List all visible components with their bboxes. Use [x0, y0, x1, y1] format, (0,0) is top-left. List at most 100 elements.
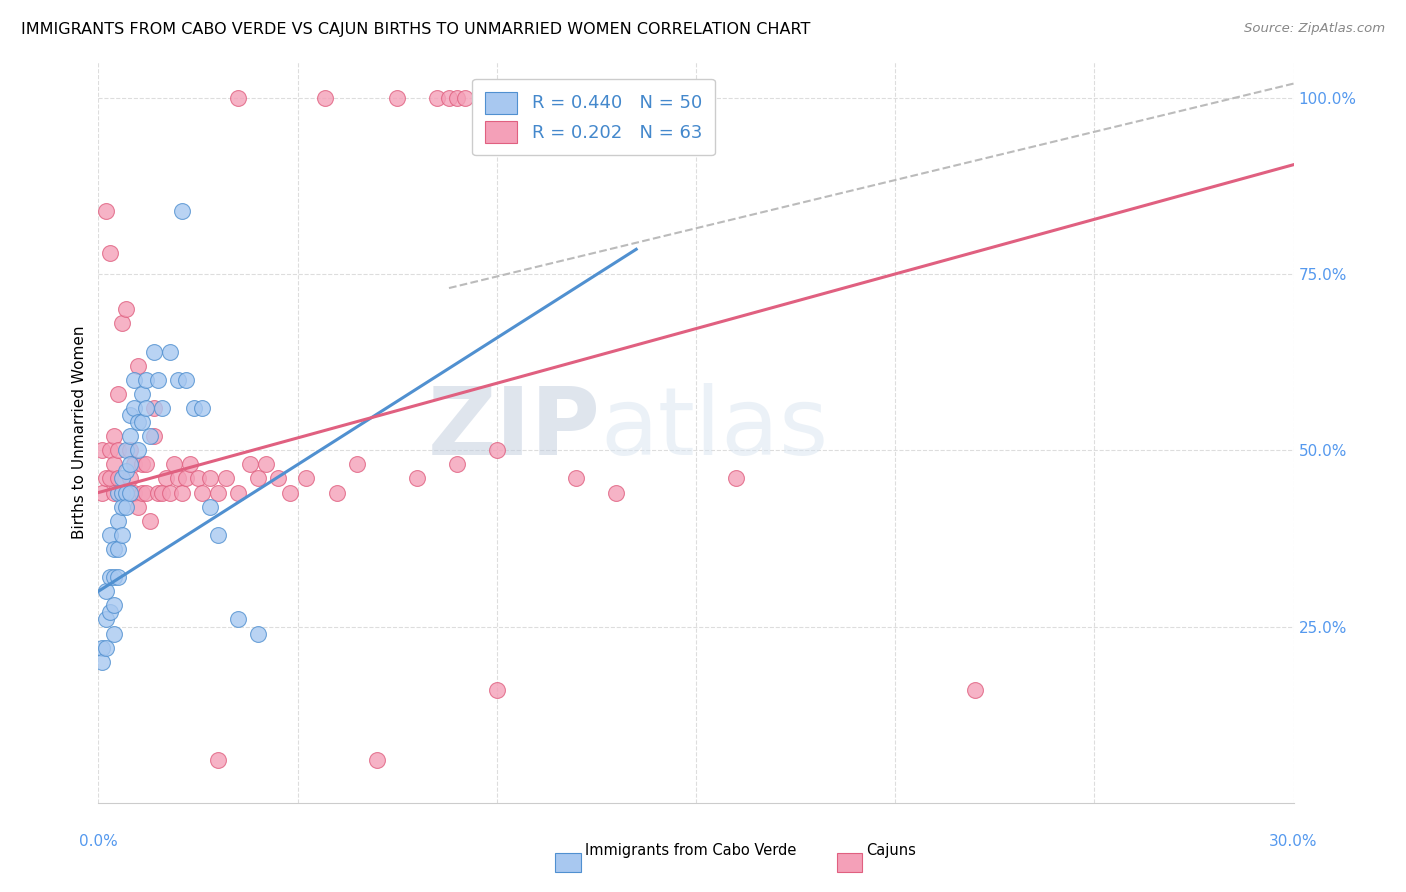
Point	[124, 373, 146, 387]
Point	[207, 528, 229, 542]
Point	[131, 387, 153, 401]
Point	[191, 485, 214, 500]
Point	[103, 599, 125, 613]
Text: atlas: atlas	[600, 383, 828, 475]
Point	[135, 485, 157, 500]
Point	[115, 485, 138, 500]
Point	[246, 471, 269, 485]
Point	[103, 626, 125, 640]
Point	[167, 373, 190, 387]
Point	[91, 640, 114, 655]
Point	[963, 683, 986, 698]
Point	[107, 471, 129, 485]
Point	[98, 606, 122, 620]
Point	[485, 91, 508, 105]
Legend: R = 0.440   N = 50, R = 0.202   N = 63: R = 0.440 N = 50, R = 0.202 N = 63	[472, 78, 714, 155]
Point	[103, 541, 125, 556]
Point	[366, 754, 388, 768]
Point	[127, 359, 149, 373]
Point	[226, 485, 249, 500]
Point	[124, 401, 146, 415]
Point	[98, 245, 122, 260]
Point	[207, 754, 229, 768]
Text: 30.0%: 30.0%	[1270, 834, 1317, 849]
Point	[226, 91, 249, 105]
Point	[120, 471, 142, 485]
Point	[96, 203, 118, 218]
Point	[605, 485, 627, 500]
Point	[115, 500, 138, 514]
Point	[454, 91, 477, 105]
Point	[139, 429, 162, 443]
Point	[115, 443, 138, 458]
Text: Immigrants from Cabo Verde: Immigrants from Cabo Verde	[585, 843, 796, 858]
Point	[406, 471, 429, 485]
Point	[506, 91, 529, 105]
Point	[120, 408, 142, 422]
Point	[115, 485, 138, 500]
Point	[226, 612, 249, 626]
Point	[159, 485, 181, 500]
Point	[315, 91, 337, 105]
Point	[131, 415, 153, 429]
Point	[326, 485, 349, 500]
Point	[187, 471, 209, 485]
Point	[294, 471, 316, 485]
Point	[179, 458, 201, 472]
Point	[163, 458, 186, 472]
Point	[159, 344, 181, 359]
Point	[426, 91, 449, 105]
Point	[91, 655, 114, 669]
Point	[107, 485, 129, 500]
Point	[98, 528, 122, 542]
Point	[115, 302, 138, 317]
Point	[172, 203, 194, 218]
Point	[107, 443, 129, 458]
Point	[485, 443, 508, 458]
Point	[96, 584, 118, 599]
Point	[167, 471, 190, 485]
Point	[278, 485, 301, 500]
Point	[120, 429, 142, 443]
Point	[124, 458, 146, 472]
Point	[191, 401, 214, 415]
Point	[98, 570, 122, 584]
Point	[485, 683, 508, 698]
Text: ZIP: ZIP	[427, 383, 600, 475]
Point	[96, 640, 118, 655]
Point	[198, 471, 221, 485]
Point	[605, 91, 627, 105]
Point	[120, 443, 142, 458]
Point	[155, 471, 177, 485]
Point	[131, 458, 153, 472]
Point	[98, 443, 122, 458]
Point	[215, 471, 238, 485]
Point	[115, 464, 138, 478]
Point	[172, 485, 194, 500]
Point	[198, 500, 221, 514]
Point	[111, 471, 134, 485]
Point	[107, 387, 129, 401]
Point	[135, 373, 157, 387]
Point	[254, 458, 277, 472]
Point	[239, 458, 262, 472]
Point	[111, 316, 134, 330]
Point	[246, 626, 269, 640]
Point	[111, 500, 134, 514]
Point	[174, 471, 197, 485]
Point	[91, 443, 114, 458]
Text: 0.0%: 0.0%	[79, 834, 118, 849]
Point	[139, 514, 162, 528]
Point	[107, 541, 129, 556]
Point	[267, 471, 290, 485]
Text: Cajuns: Cajuns	[866, 843, 915, 858]
Point	[96, 471, 118, 485]
Point	[107, 570, 129, 584]
Point	[124, 485, 146, 500]
Point	[107, 514, 129, 528]
Point	[127, 415, 149, 429]
Point	[143, 429, 166, 443]
Point	[174, 373, 197, 387]
Point	[111, 485, 134, 500]
Point	[346, 458, 368, 472]
